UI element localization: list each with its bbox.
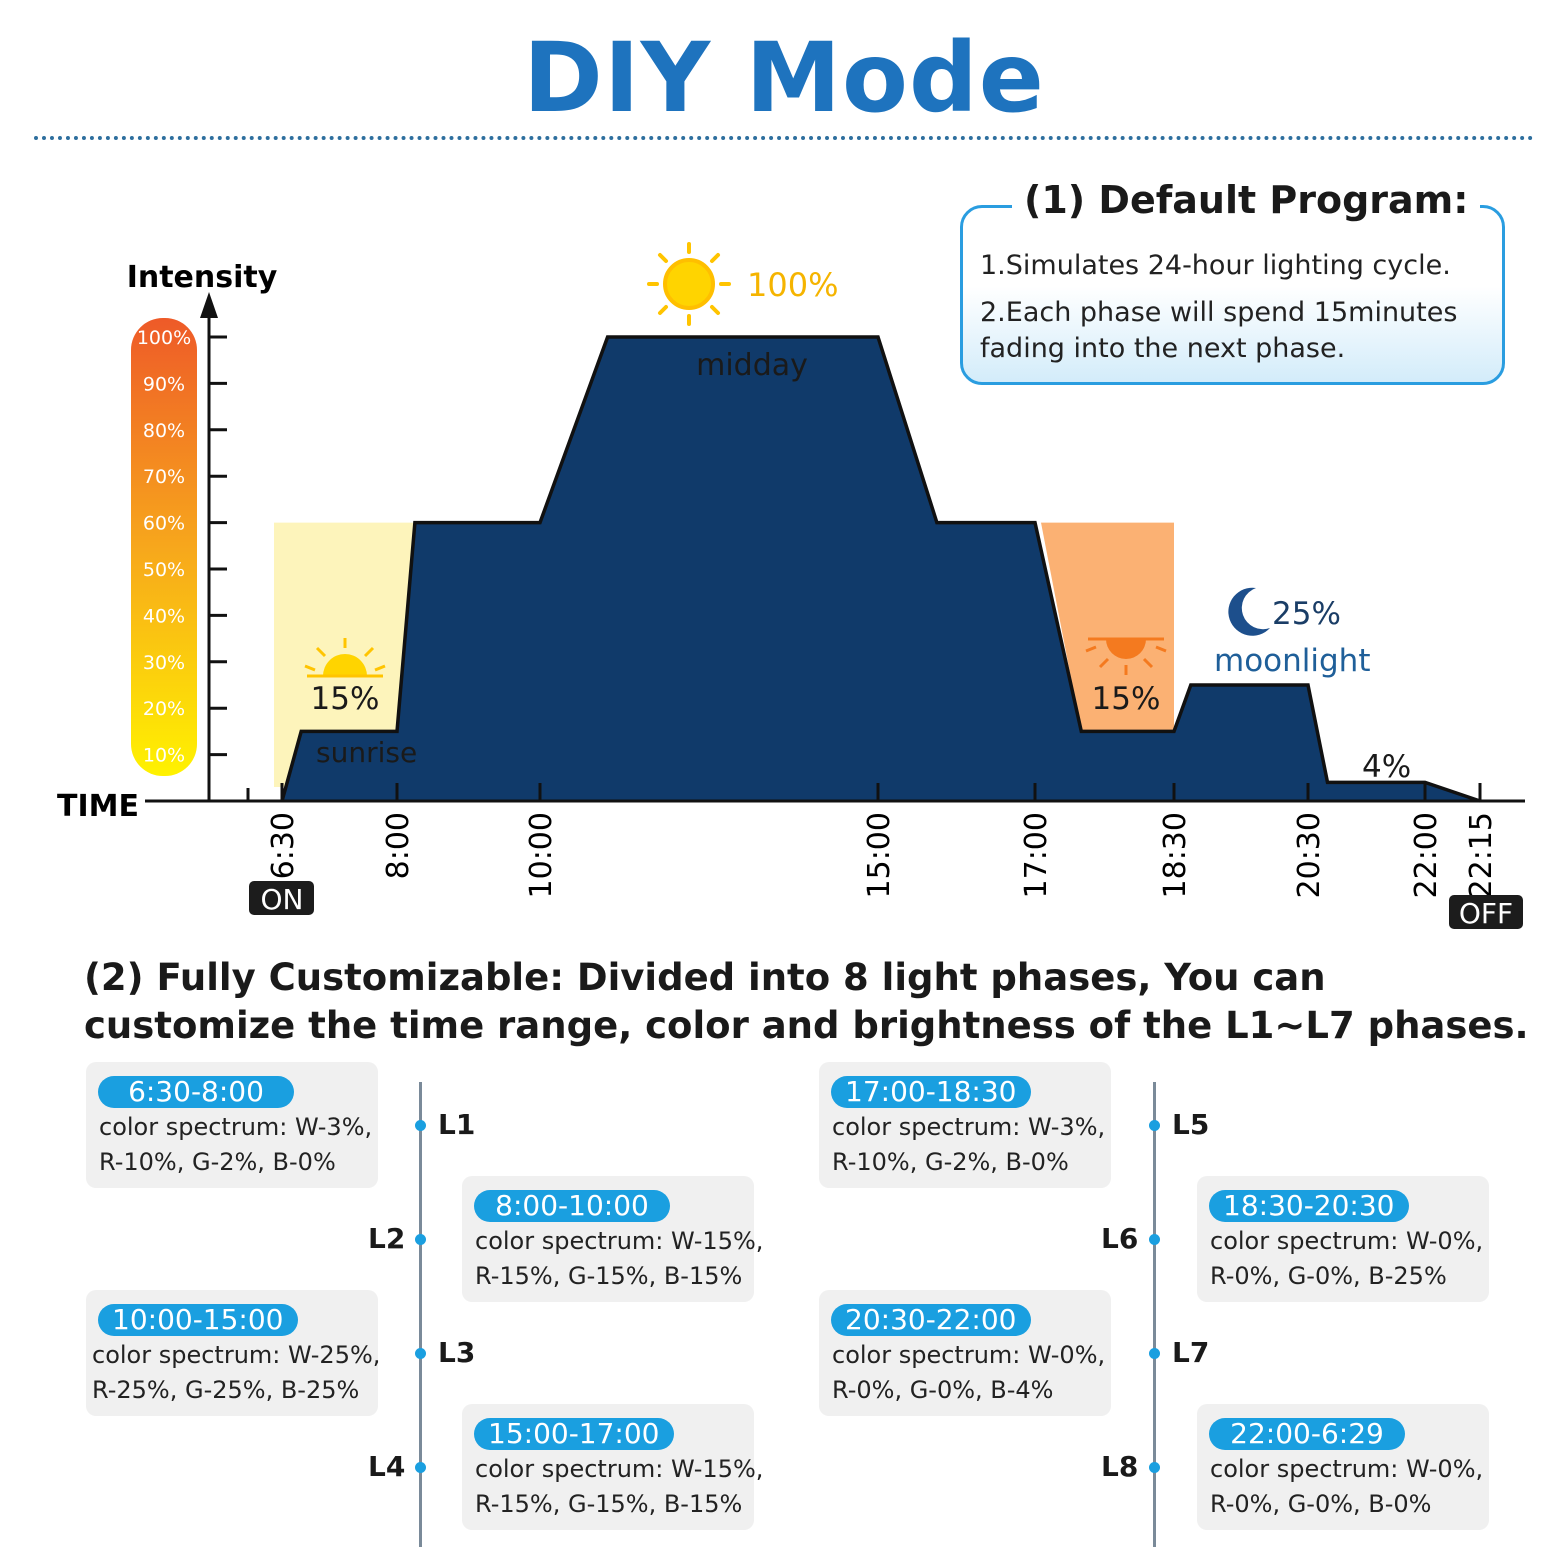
x-axis-label: TIME <box>57 789 139 824</box>
y-tick-label: 50% <box>143 559 185 581</box>
default-program-heading: (1) Default Program: <box>1012 178 1481 222</box>
x-tick-label: 22:00 <box>1409 812 1444 898</box>
phase-card-l4: 15:00-17:00 color spectrum: W-15%, R-15%,… <box>462 1404 763 1530</box>
phase-card-l5: 17:00-18:30 color spectrum: W-3%, R-10%, … <box>819 1062 1111 1188</box>
y-tick-label: 70% <box>143 466 185 488</box>
timeline-dot <box>1149 1120 1160 1131</box>
default-program-line: 1.Simulates 24-hour lighting cycle. <box>980 250 1451 281</box>
customizable-heading-line: (2) Fully Customizable: Divided into 8 l… <box>84 956 1326 999</box>
timeline-dot <box>1149 1462 1160 1473</box>
intensity-scale-bar <box>131 318 197 776</box>
night-percent-label: 4% <box>1362 749 1411 785</box>
phase-label-l5: L5 <box>1172 1108 1210 1141</box>
phase-card-l2: 8:00-10:00 color spectrum: W-15%, R-15%, … <box>462 1176 763 1302</box>
y-axis-arrow <box>200 292 218 318</box>
intensity-chart: 100% 90% 80% 70% 60% 50% 40% 30% 20% 10% 6:30 8:00… <box>57 242 1525 930</box>
default-program-line: fading into the next phase. <box>980 333 1346 364</box>
phase-time: 6:30-8:00 <box>98 1076 294 1108</box>
off-label: OFF <box>1459 897 1513 930</box>
phase-label-l8: L8 <box>1101 1450 1139 1483</box>
phase-label-l7: L7 <box>1172 1336 1210 1369</box>
y-tick-label: 40% <box>143 605 185 627</box>
phase-spectrum: color spectrum: W-0%, R-0%, G-0%, B-4% <box>832 1341 1106 1404</box>
y-axis-label: Intensity <box>127 260 278 295</box>
phase-spectrum: color spectrum: W-3%, R-10%, G-2%, B-0% <box>832 1113 1106 1176</box>
moon-icon <box>1228 587 1270 636</box>
phase-card-l7: 20:30-22:00 color spectrum: W-0%, R-0%, G… <box>819 1290 1111 1416</box>
phase-label-l2: L2 <box>368 1222 406 1255</box>
sunset-sun-icon <box>1085 637 1167 675</box>
phase-time: 22:00-6:29 <box>1209 1418 1405 1450</box>
sunrise-percent-label: 15% <box>311 681 380 717</box>
midday-label: midday <box>696 348 808 383</box>
phase-spectrum: color spectrum: W-15%, R-15%, G-15%, B-15… <box>475 1455 764 1518</box>
timeline-right <box>1153 1082 1156 1547</box>
phase-time: 8:00-10:00 <box>474 1190 670 1222</box>
page-title: DIY Mode <box>523 22 1045 134</box>
y-tick-label: 100% <box>137 327 191 349</box>
default-program-box <box>960 205 1505 385</box>
on-badge <box>249 881 314 915</box>
phase-card-l1: 6:30-8:00 color spectrum: W-3%, R-10%, G-… <box>86 1062 378 1188</box>
timeline-dot <box>1149 1234 1160 1245</box>
midday-percent-label: 100% <box>747 266 838 304</box>
timeline-dot <box>415 1348 426 1359</box>
phase-spectrum: color spectrum: W-0%, R-0%, G-0%, B-25% <box>1210 1227 1484 1290</box>
on-label: ON <box>261 883 304 916</box>
timeline-dot <box>1149 1348 1160 1359</box>
x-tick-label: 15:00 <box>862 812 897 898</box>
timeline-dot <box>415 1462 426 1473</box>
y-tick-label: 90% <box>143 373 185 395</box>
sun-icon <box>647 242 731 326</box>
x-tick-label: 10:00 <box>524 812 559 898</box>
x-tick-label: 8:00 <box>381 812 416 879</box>
phase-card-l3: 10:00-15:00 color spectrum: W-25%, R-25%,… <box>86 1290 381 1416</box>
sunrise-label: sunrise <box>316 736 417 769</box>
sunset-highlight <box>1041 522 1174 732</box>
timeline-dot <box>415 1234 426 1245</box>
y-tick-label: 80% <box>143 420 185 442</box>
phase-spectrum: color spectrum: W-3%, R-10%, G-2%, B-0% <box>99 1113 373 1176</box>
y-tick-label: 60% <box>143 513 185 535</box>
y-tick-label: 10% <box>143 745 185 767</box>
moonlight-label: moonlight <box>1214 643 1370 679</box>
x-tick-label: 6:30 <box>266 812 301 879</box>
intensity-curve <box>280 335 1481 803</box>
y-tick-label: 20% <box>143 698 185 720</box>
moonlight-percent-label: 25% <box>1272 596 1341 632</box>
timeline-dot <box>415 1120 426 1131</box>
phase-time: 10:00-15:00 <box>98 1304 298 1336</box>
x-tick-label: 18:30 <box>1158 812 1193 898</box>
phase-time: 17:00-18:30 <box>831 1076 1031 1108</box>
phase-spectrum: color spectrum: W-15%, R-15%, G-15%, B-15… <box>475 1227 764 1290</box>
intensity-area <box>282 337 1480 801</box>
phase-label-l1: L1 <box>438 1108 476 1141</box>
y-tick-label: 30% <box>143 652 185 674</box>
phase-spectrum: color spectrum: W-0%, R-0%, G-0%, B-0% <box>1210 1455 1484 1518</box>
customizable-heading: (2) Fully Customizable: Divided into 8 l… <box>84 954 1529 1050</box>
default-program-line: 2.Each phase will spend 15minutes <box>980 297 1458 328</box>
phase-label-l6: L6 <box>1101 1222 1139 1255</box>
x-tick-label: 17:00 <box>1019 812 1054 898</box>
x-tick-label: 22:15 <box>1464 812 1499 898</box>
phase-card-l8: 22:00-6:29 color spectrum: W-0%, R-0%, G-… <box>1197 1404 1489 1530</box>
phase-time: 20:30-22:00 <box>831 1304 1031 1336</box>
phase-time: 18:30-20:30 <box>1209 1190 1409 1222</box>
sunrise-sun-icon <box>304 638 386 678</box>
customizable-heading-line: customize the time range, color and brig… <box>84 1004 1529 1047</box>
off-badge <box>1449 895 1523 929</box>
title-divider <box>34 136 1534 140</box>
phase-label-l3: L3 <box>438 1336 476 1369</box>
x-tick-label: 20:30 <box>1292 812 1327 898</box>
phase-time: 15:00-17:00 <box>474 1418 674 1450</box>
phase-label-l4: L4 <box>368 1450 406 1483</box>
phase-card-l6: 18:30-20:30 color spectrum: W-0%, R-0%, G… <box>1197 1176 1489 1302</box>
timeline-left <box>419 1082 422 1547</box>
phase-spectrum: color spectrum: W-25%, R-25%, G-25%, B-25… <box>92 1341 381 1404</box>
sunset-percent-label: 15% <box>1092 681 1161 717</box>
